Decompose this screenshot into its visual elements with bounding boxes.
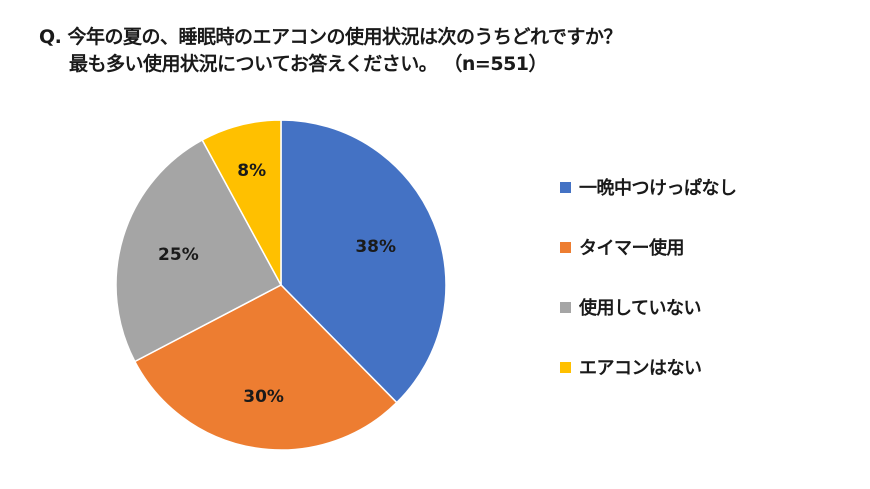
legend-swatch-icon bbox=[560, 361, 571, 373]
slice-value-label: 38% bbox=[355, 237, 396, 257]
legend-swatch-icon bbox=[560, 181, 571, 193]
legend-swatch-icon bbox=[560, 241, 571, 253]
chart-title: Q. 今年の夏の、睡眠時のエアコンの使用状況は次のうちどれですか？ 最も多い使用… bbox=[39, 24, 622, 78]
pie-slices bbox=[115, 119, 447, 451]
legend-item-not-used: 使用していない bbox=[560, 277, 737, 337]
slice-all-night bbox=[280, 119, 447, 404]
legend-swatch-icon bbox=[560, 301, 571, 313]
slice-value-label: 25% bbox=[158, 245, 199, 265]
legend-label: 一晩中つけっぱなし bbox=[579, 178, 737, 199]
legend: 一晩中つけっぱなし タイマー使用 使用していない エアコンはない bbox=[560, 157, 737, 397]
slice-value-label: 30% bbox=[243, 387, 284, 407]
title-line-2: 最も多い使用状況についてお答えください。 （n=551） bbox=[69, 53, 548, 75]
legend-label: 使用していない bbox=[579, 298, 701, 319]
legend-item-no-aircon: エアコンはない bbox=[560, 337, 737, 397]
legend-item-timer: タイマー使用 bbox=[560, 217, 737, 277]
slice-timer bbox=[133, 284, 398, 451]
slice-value-label: 8% bbox=[237, 161, 266, 181]
slice-no-aircon bbox=[201, 119, 282, 286]
slice-not-used bbox=[115, 138, 283, 363]
legend-label: エアコンはない bbox=[579, 358, 702, 379]
legend-item-all-night: 一晩中つけっぱなし bbox=[560, 157, 737, 217]
title-line-1: Q. 今年の夏の、睡眠時のエアコンの使用状況は次のうちどれですか？ bbox=[39, 26, 622, 48]
pie-labels: 38% 30% 25% 8% bbox=[158, 161, 396, 407]
legend-label: タイマー使用 bbox=[579, 238, 685, 259]
